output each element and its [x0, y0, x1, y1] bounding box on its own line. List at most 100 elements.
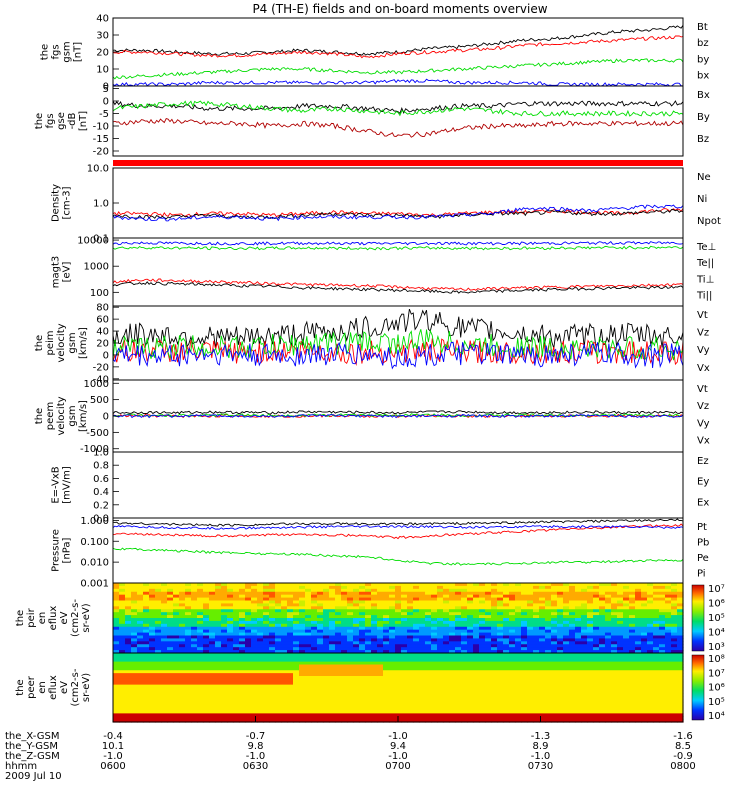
spectrogram-cell: [377, 609, 384, 613]
spectrogram-cell: [335, 676, 342, 680]
spectrogram-cell: [257, 591, 264, 596]
spectrogram-cell: [455, 684, 462, 689]
y-axis-label-line: gsm: [67, 332, 78, 353]
spectrogram-cell: [383, 583, 390, 587]
spectrogram-cell: [161, 644, 168, 648]
spectrogram-cell: [659, 618, 666, 622]
y-tick-label: 20: [96, 48, 109, 59]
spectrogram-cell: [461, 597, 468, 602]
spectrogram-cell: [647, 650, 654, 654]
spectrogram-cell: [209, 667, 216, 671]
spectrogram-cell: [659, 699, 666, 703]
spectrogram-cell: [515, 673, 522, 677]
spectrogram-cell: [437, 661, 444, 666]
spectrogram-cell: [503, 667, 510, 671]
spectrogram-cell: [599, 655, 606, 660]
spectrogram-cell: [641, 701, 648, 706]
spectrogram-cell: [611, 620, 618, 625]
spectrogram-cell: [185, 606, 192, 610]
spectrogram-cell: [605, 710, 612, 714]
spectrogram-cell: [641, 647, 648, 651]
spectrogram-cell: [407, 629, 414, 634]
spectrogram-cell: [617, 609, 624, 613]
spectrogram-cell: [257, 681, 264, 686]
spectrogram-cell: [563, 626, 570, 631]
spectrogram-cell: [203, 713, 210, 717]
spectrogram-cell: [653, 653, 660, 657]
spectrogram-cell: [455, 620, 462, 625]
spectrogram-cell: [659, 707, 666, 712]
spectrogram-cell: [383, 716, 390, 720]
spectrogram-cell: [545, 664, 552, 668]
spectrogram-cell: [233, 701, 240, 706]
spectrogram-cell: [185, 594, 192, 599]
spectrogram-cell: [503, 653, 510, 657]
spectrogram-cell: [377, 667, 384, 671]
spectrogram-cell: [329, 597, 336, 602]
spectrogram-cell: [161, 687, 168, 691]
spectrogram-cell: [287, 684, 294, 689]
spectrogram-cell: [119, 701, 126, 706]
spectrogram-cell: [395, 678, 402, 683]
spectrogram-cell: [383, 618, 390, 622]
spectrogram-cell: [341, 693, 348, 697]
spectrogram-cell: [479, 618, 486, 622]
spectrogram-cell: [113, 658, 120, 663]
spectrogram-cell: [173, 664, 180, 668]
spectrogram-cell: [557, 704, 564, 709]
spectrogram-cell: [509, 612, 516, 616]
spectrogram-cell: [209, 704, 216, 709]
spectrogram-cell: [575, 644, 582, 648]
spectrogram-cell: [581, 704, 588, 709]
spectrogram-cell: [119, 644, 126, 648]
spectrogram-cell: [227, 609, 234, 613]
spectrogram-cell: [533, 704, 540, 709]
spectrogram-cell: [287, 664, 294, 668]
spectrogram-cell: [131, 612, 138, 616]
spectrogram-cell: [647, 603, 654, 607]
spectrogram-cell: [401, 600, 408, 605]
spectrogram-cell: [287, 585, 294, 590]
spectrogram-cell: [299, 667, 306, 671]
spectrogram-cell: [443, 641, 450, 645]
spectrogram-cell: [179, 713, 186, 717]
y-tick-label: 0: [103, 350, 109, 361]
spectrogram-cell: [173, 606, 180, 610]
spectrogram-cell: [515, 647, 522, 651]
spectrogram-cell: [359, 658, 366, 663]
y-axis-label-line: Pressure: [51, 529, 62, 572]
spectrogram-cell: [275, 673, 282, 677]
spectrogram-cell: [527, 704, 534, 709]
spectrogram-cell: [533, 690, 540, 694]
spectrogram-cell: [437, 606, 444, 610]
spectrogram-cell: [245, 676, 252, 680]
spectrogram-cell: [467, 655, 474, 660]
spectrogram-cell: [275, 707, 282, 712]
spectrogram-cell: [557, 690, 564, 694]
spectrogram-cell: [371, 653, 378, 657]
spectrogram-cell: [173, 623, 180, 628]
spectrogram-cell: [329, 606, 336, 610]
spectrogram-cell: [275, 609, 282, 613]
spectrogram-cell: [599, 699, 606, 703]
spectrogram-cell: [263, 620, 270, 625]
spectrogram-cell: [119, 623, 126, 628]
spectrogram-cell: [407, 713, 414, 717]
spectrogram-cell: [185, 620, 192, 625]
spectrogram-cell: [677, 609, 684, 613]
spectrogram-cell: [221, 635, 228, 640]
spectrogram-cell: [365, 710, 372, 714]
spectrogram-cell: [143, 707, 150, 712]
spectrogram-cell: [491, 594, 498, 599]
spectrogram-cell: [653, 673, 660, 677]
spectrogram-cell: [521, 693, 528, 697]
spectrogram-cell: [671, 658, 678, 663]
spectrogram-cell: [221, 583, 228, 587]
spectrogram-cell: [503, 632, 510, 637]
spectrogram-cell: [311, 632, 318, 637]
spectrogram-cell: [365, 632, 372, 637]
spectrogram-cell: [593, 618, 600, 622]
spectrogram-cell: [653, 638, 660, 642]
spectrogram-cell: [299, 661, 306, 666]
spectrogram-cell: [341, 658, 348, 663]
